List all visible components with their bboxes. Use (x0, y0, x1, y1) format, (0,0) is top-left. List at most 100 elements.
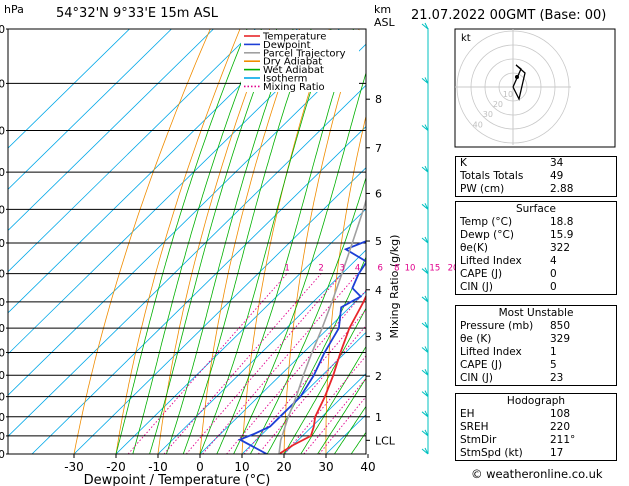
km-tick-label: 3 (375, 331, 382, 344)
dewpoint-line (237, 240, 366, 454)
pressure-tick-label: 500 (0, 204, 5, 216)
surface-title: Surface (515, 203, 556, 215)
km-tick-label: 8 (375, 93, 382, 106)
pressure-tick-label: 1000 (0, 449, 5, 461)
plot-area (8, 29, 366, 454)
mixing-ratio-line (303, 377, 366, 454)
isotherm-line (199, 290, 366, 454)
wet-adiabat-line (300, 345, 366, 454)
mixing-ratio-line (202, 273, 358, 454)
hodograph-title: Hodograph (506, 395, 566, 407)
legend-label: Mixing Ratio (263, 82, 325, 93)
datetime-label: 21.07.2022 00GMT (Base: 00) (411, 8, 607, 23)
hodograph-trace (512, 64, 526, 101)
mixing-ratio-label: 10 (405, 264, 416, 274)
mixing-ratio-label: 4 (355, 264, 360, 274)
pressure-tick-label: 800 (0, 370, 5, 382)
wind-barb-icon (421, 267, 429, 275)
x-axis-title: Dewpoint / Temperature (°C) (84, 473, 271, 486)
mixing-ratio-label: 8 (394, 264, 399, 274)
wet-adiabat-line (334, 405, 366, 454)
x-tick-label: -30 (64, 460, 84, 474)
index-row: θe(K) 322 (460, 242, 571, 254)
pressure-tick-label: 300 (0, 24, 5, 36)
parcel-trajectory-line (278, 197, 366, 454)
isotherm-line (8, 29, 130, 149)
km-tick-label: 6 (375, 187, 382, 200)
legend-label: Wet Adiabat (263, 65, 324, 76)
isotherm-line (241, 331, 366, 454)
index-row: StmSpd (kt) 17 (460, 447, 564, 459)
wind-barb-icon (421, 165, 429, 173)
index-row: K 34 (460, 157, 564, 169)
mixing-ratio-line (127, 273, 288, 454)
index-row: EH 108 (460, 408, 571, 420)
isotherm-line (283, 373, 366, 454)
wind-barb-icon (421, 124, 429, 131)
pressure-tick-label: 950 (0, 431, 5, 443)
index-row: Lifted Index 4 (460, 255, 557, 267)
wind-barb-icon (421, 295, 429, 303)
pressure-tick-label: 350 (0, 78, 5, 90)
hodograph-table: Hodograph EH 108 SREH 220 StmDir 211° StmSp… (455, 393, 617, 461)
index-row: θe (K) 329 (460, 333, 571, 345)
wind-barb-icon (421, 346, 429, 353)
legend-label: Isotherm (263, 74, 307, 85)
mixing-ratio-label: 20 (448, 264, 459, 274)
legend-label: Dewpoint (263, 40, 311, 51)
km-axis-title: km (374, 3, 392, 16)
legend-label: Temperature (262, 32, 326, 43)
mixing-ratio-line (163, 273, 322, 454)
wet-adiabat-line (132, 29, 262, 454)
pressure-tick-label: 650 (0, 297, 5, 309)
index-row: CIN (J) 23 (460, 372, 564, 384)
x-tick-label: 20 (276, 460, 291, 474)
pressure-tick-label: 450 (0, 167, 5, 179)
index-row: Temp (°C) 18.8 (460, 216, 574, 228)
mixing-ratio-label: 3 (339, 264, 344, 274)
hodograph-ring-label: 20 (493, 100, 503, 109)
surface-table: Surface Temp (°C) 18.8 Dewp (°C) 15.9 θe(K… (455, 201, 617, 295)
hodograph-frame (454, 28, 616, 148)
most-unstable-title: Most Unstable (498, 307, 574, 319)
hodograph-ring-label: 30 (483, 110, 493, 119)
wet-adiabat-line (317, 377, 366, 454)
most-unstable-table: Most Unstable Pressure (mb) 850 θe (K) 329… (455, 305, 617, 386)
index-row: Lifted Index 1 (460, 346, 557, 358)
pressure-tick-label: 750 (0, 347, 5, 359)
mixing-ratio-line (226, 289, 366, 454)
mixing-ratio-label: 1 (284, 264, 289, 274)
x-tick-label: 40 (360, 460, 375, 474)
index-row: PW (cm) 2.88 (460, 183, 574, 195)
hodograph-unit-label: kt (461, 33, 471, 44)
pressure-tick-label: 550 (0, 238, 5, 250)
isotherm-line (8, 29, 172, 190)
km-tick-label: LCL (375, 434, 396, 447)
wind-barb-icon (421, 77, 429, 84)
pressure-tick-label: 700 (0, 323, 5, 335)
index-row: Totals Totals 49 (460, 170, 564, 182)
mixing-ratio-label: 2 (318, 264, 323, 274)
isotherm-line (8, 29, 298, 314)
wind-barb-icon (421, 447, 429, 455)
x-tick-label: -20 (106, 460, 126, 474)
wind-barb-icon (421, 236, 429, 244)
wind-barb-icon (421, 22, 429, 30)
index-row: StmDir 211° (460, 434, 576, 446)
index-row: Dewp (°C) 15.9 (460, 229, 574, 241)
hodograph-ring-label: 40 (473, 120, 483, 129)
isotherm-line (31, 125, 366, 454)
wind-barb-icon (421, 429, 429, 437)
mixing-ratio-axis-title: Mixing Ratio (g/kg) (388, 235, 401, 339)
pressure-tick-label: 850 (0, 392, 5, 404)
index-row: Pressure (mb) 850 (460, 320, 571, 332)
pressure-tick-label: 400 (0, 126, 5, 138)
wind-barb-icon (421, 321, 429, 329)
location-label: 54°32'N 9°33'E 15m ASL (56, 6, 218, 21)
indices-top-table: K 34 Totals Totals 49 PW (cm) 2.88 (455, 156, 617, 197)
index-row: CAPE (J) 0 (460, 268, 557, 280)
temperature-line (278, 294, 366, 454)
x-tick-label: -10 (148, 460, 168, 474)
legend-label: Dry Adiabat (263, 57, 322, 68)
